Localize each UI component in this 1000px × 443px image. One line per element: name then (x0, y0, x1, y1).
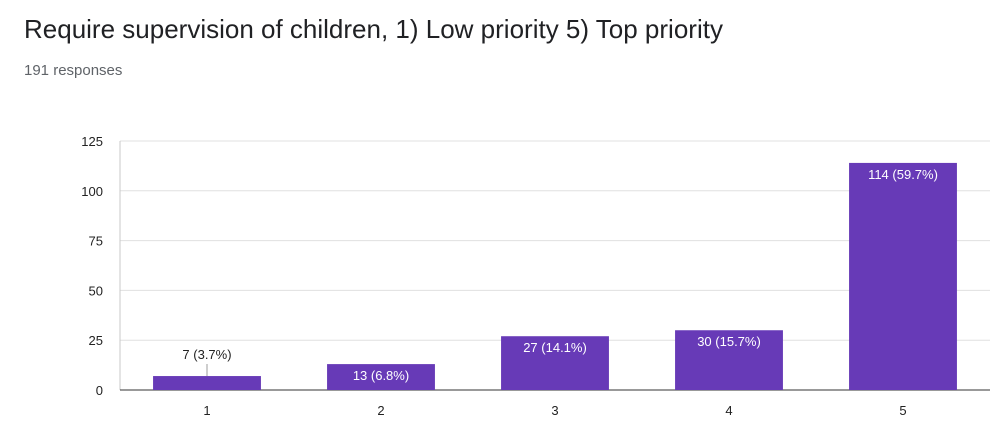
x-tick-label: 2 (377, 403, 384, 418)
bar (153, 376, 261, 390)
bar (849, 162, 957, 390)
response-count: 191 responses (24, 62, 123, 79)
bar-value-label: 27 (14.1%) (523, 340, 587, 355)
bar-value-label: 30 (15.7%) (697, 334, 761, 349)
chart-title: Require supervision of children, 1) Low … (24, 14, 723, 44)
x-tick-label: 1 (203, 403, 210, 418)
bar (501, 336, 609, 390)
y-tick-label: 125 (81, 134, 103, 149)
bar-value-label: 7 (3.7%) (182, 347, 231, 362)
x-tick-label: 4 (725, 403, 732, 418)
x-tick-label: 5 (899, 403, 906, 418)
bar (675, 330, 783, 390)
bar-value-label: 114 (59.7%) (868, 167, 938, 182)
y-tick-label: 0 (96, 383, 103, 398)
y-tick-label: 25 (89, 333, 103, 348)
bar-value-label: 13 (6.8%) (353, 368, 409, 383)
bar (327, 364, 435, 390)
y-tick-label: 75 (89, 234, 103, 249)
x-tick-label: 3 (551, 403, 558, 418)
y-tick-label: 100 (81, 184, 103, 199)
y-tick-label: 50 (89, 283, 103, 298)
